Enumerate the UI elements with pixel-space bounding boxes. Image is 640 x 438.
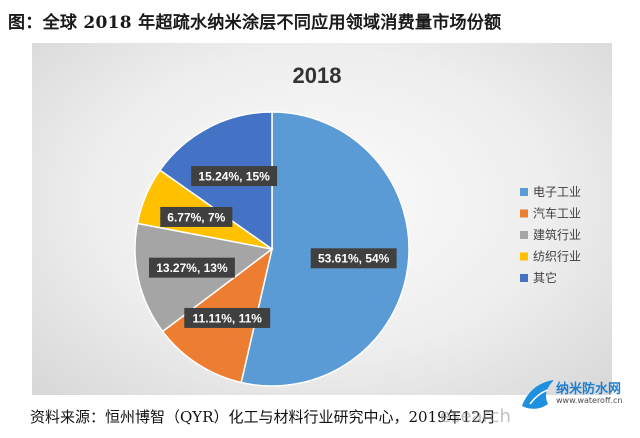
data-label-box: [184, 307, 271, 328]
legend-label: 建筑行业: [533, 227, 581, 242]
legend-item-textile: 纺织行业: [520, 250, 581, 264]
data-label-box: [148, 257, 235, 278]
data-label-automotive: 11.11%, 11%: [184, 307, 271, 328]
data-label-other: 15.24%, 15%: [191, 166, 278, 187]
source-note: 资料来源：恒州博智（QYR）化工与材料行业研究中心，2019年12月: [30, 408, 496, 426]
logo-name: 纳米防水网: [556, 382, 622, 397]
water-drop-logo-icon: [522, 380, 554, 409]
legend-swatch: [520, 274, 528, 282]
legend-item-other: 其它: [520, 270, 557, 285]
legend-label: 电子工业: [533, 185, 581, 199]
watermark-text: esearch: [440, 406, 511, 427]
chart-panel: 2018 53.61%, 54% 11.11%, 11% 13.27%, 13% 6.…: [32, 43, 612, 395]
legend-swatch: [520, 252, 528, 261]
legend-label: 纺织行业: [533, 250, 581, 264]
legend-label: 其它: [533, 270, 557, 285]
legend-item-construction: 建筑行业: [520, 227, 581, 242]
legend-item-electronics: 电子工业: [520, 185, 581, 199]
figure-title: 图：全球 2018 年超疏水纳米涂层不同应用领域消费量市场份额: [8, 13, 502, 33]
data-label-text: 11.11%, 11%: [193, 311, 263, 325]
pie-chart: 2018 53.61%, 54% 11.11%, 11% 13.27%, 13% 6.…: [134, 63, 581, 387]
legend-swatch: [520, 231, 528, 239]
legend-item-automotive: 汽车工业: [520, 206, 581, 221]
data-labels: 53.61%, 54% 11.11%, 11% 13.27%, 13% 6.77%, …: [148, 166, 397, 328]
data-label-construction: 13.27%, 13%: [148, 257, 235, 278]
data-label-box: [191, 166, 278, 187]
data-label-textile: 6.77%, 7%: [160, 206, 233, 227]
chart-title: 2018: [293, 63, 342, 88]
legend-swatch: [520, 188, 528, 196]
data-label-text: 15.24%, 15%: [198, 169, 270, 183]
data-label-text: 6.77%, 7%: [167, 210, 225, 224]
data-label-text: 53.61%, 54%: [318, 252, 390, 266]
data-label-electronics: 53.61%, 54%: [310, 248, 397, 269]
logo-url: www.wateroff.cn: [556, 396, 623, 405]
data-label-box: [310, 248, 397, 269]
legend-label: 汽车工业: [533, 206, 581, 221]
data-label-text: 13.27%, 13%: [156, 261, 228, 275]
data-label-box: [160, 206, 233, 227]
legend-swatch: [520, 209, 528, 218]
